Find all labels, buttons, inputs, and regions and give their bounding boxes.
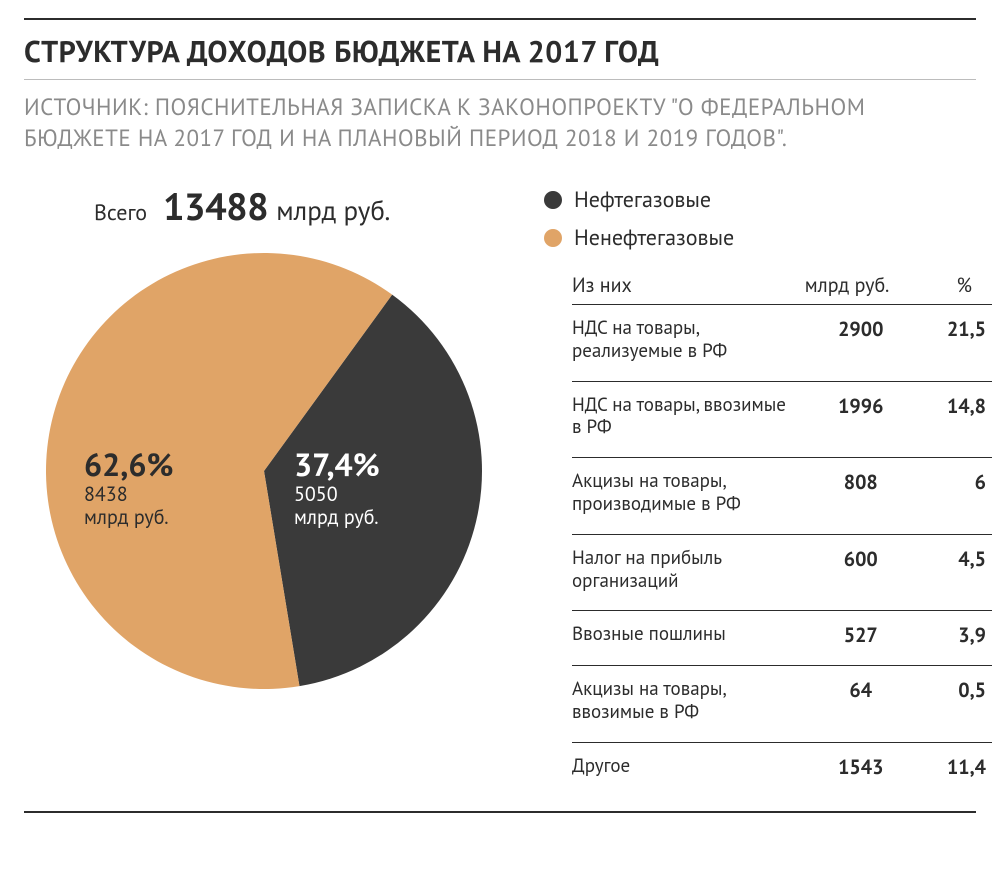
row-value-1: 1996 (803, 381, 919, 458)
row-value-0: 2900 (803, 305, 919, 382)
page-title: СТРУКТУРА ДОХОДОВ БЮДЖЕТА НА 2017 ГОД (24, 32, 976, 71)
row-name-1: НДС на товары, ввозимые в РФ (572, 381, 803, 458)
total-unit: млрд руб. (276, 194, 390, 228)
pie-unit-oil_gas: млрд руб. (294, 506, 380, 529)
table-header: Из них млрд руб. % (572, 272, 992, 298)
table-row: Ввозные пошлины5273,9 (572, 611, 992, 666)
legend-label-0: Нефтегазовые (574, 186, 711, 214)
row-name-3: Налог на прибыль организаций (572, 534, 803, 611)
pie-percent-oil_gas: 37,4% (294, 446, 380, 483)
pie-unit-non_oil_gas: млрд руб. (84, 506, 173, 529)
table-row: Акцизы на товары, ввозимые в РФ640,5 (572, 666, 992, 743)
row-value-3: 600 (803, 534, 919, 611)
legend: Нефтегазовые Ненефтегазовые (544, 186, 992, 252)
row-percent-4: 3,9 (919, 611, 993, 666)
pie-label-non_oil_gas: 62,6%8438млрд руб. (84, 446, 173, 529)
row-name-0: НДС на товары, реализуемые в РФ (572, 305, 803, 382)
row-percent-2: 6 (919, 458, 993, 535)
legend-item-0: Нефтегазовые (544, 186, 992, 214)
total-line: Всего 13488 млрд руб. (24, 182, 524, 231)
row-percent-3: 4,5 (919, 534, 993, 611)
legend-label-1: Ненефтегазовые (574, 224, 734, 252)
total-label: Всего (94, 199, 147, 227)
row-value-6: 1543 (803, 743, 919, 798)
table-header-value: млрд руб. (792, 272, 902, 298)
pie-chart: 37,4%5050млрд руб.62,6%8438млрд руб. (44, 251, 484, 691)
row-percent-5: 0,5 (919, 666, 993, 743)
row-name-2: Акцизы на товары, производимые в РФ (572, 458, 803, 535)
pie-value-oil_gas: 5050 (294, 483, 380, 506)
pie-percent-non_oil_gas: 62,6% (84, 446, 173, 483)
legend-swatch-0 (544, 191, 562, 209)
legend-item-1: Ненефтегазовые (544, 224, 992, 252)
table-row: Акцизы на товары, производимые в РФ8086 (572, 458, 992, 535)
top-rule (24, 18, 976, 20)
legend-swatch-1 (544, 229, 562, 247)
table-header-name: Из них (572, 272, 792, 298)
pie-label-oil_gas: 37,4%5050млрд руб. (294, 446, 380, 529)
source-text: ИСТОЧНИК: ПОЯСНИТЕЛЬНАЯ ЗАПИСКА К ЗАКОНО… (24, 92, 976, 154)
row-value-2: 808 (803, 458, 919, 535)
mid-rule (24, 79, 976, 80)
table-row: НДС на товары, реализуемые в РФ290021,5 (572, 305, 992, 382)
row-value-5: 64 (803, 666, 919, 743)
row-percent-6: 11,4 (919, 743, 993, 798)
pie-value-non_oil_gas: 8438 (84, 483, 173, 506)
total-value: 13488 (163, 182, 268, 231)
row-percent-1: 14,8 (919, 381, 993, 458)
left-column: Всего 13488 млрд руб. 37,4%5050млрд руб.… (24, 182, 524, 797)
right-column: Нефтегазовые Ненефтегазовые Из них млрд р… (524, 182, 992, 797)
row-value-4: 527 (803, 611, 919, 666)
detail-table: НДС на товары, реализуемые в РФ290021,5Н… (572, 304, 992, 797)
row-name-6: Другое (572, 743, 803, 798)
table-row: Налог на прибыль организаций6004,5 (572, 534, 992, 611)
bottom-rule (24, 811, 976, 813)
row-percent-0: 21,5 (919, 305, 993, 382)
table-row: Другое154311,4 (572, 743, 992, 798)
row-name-5: Акцизы на товары, ввозимые в РФ (572, 666, 803, 743)
table-row: НДС на товары, ввозимые в РФ199614,8 (572, 381, 992, 458)
content-row: Всего 13488 млрд руб. 37,4%5050млрд руб.… (24, 182, 976, 797)
row-name-4: Ввозные пошлины (572, 611, 803, 666)
table-header-percent: % (902, 272, 972, 298)
